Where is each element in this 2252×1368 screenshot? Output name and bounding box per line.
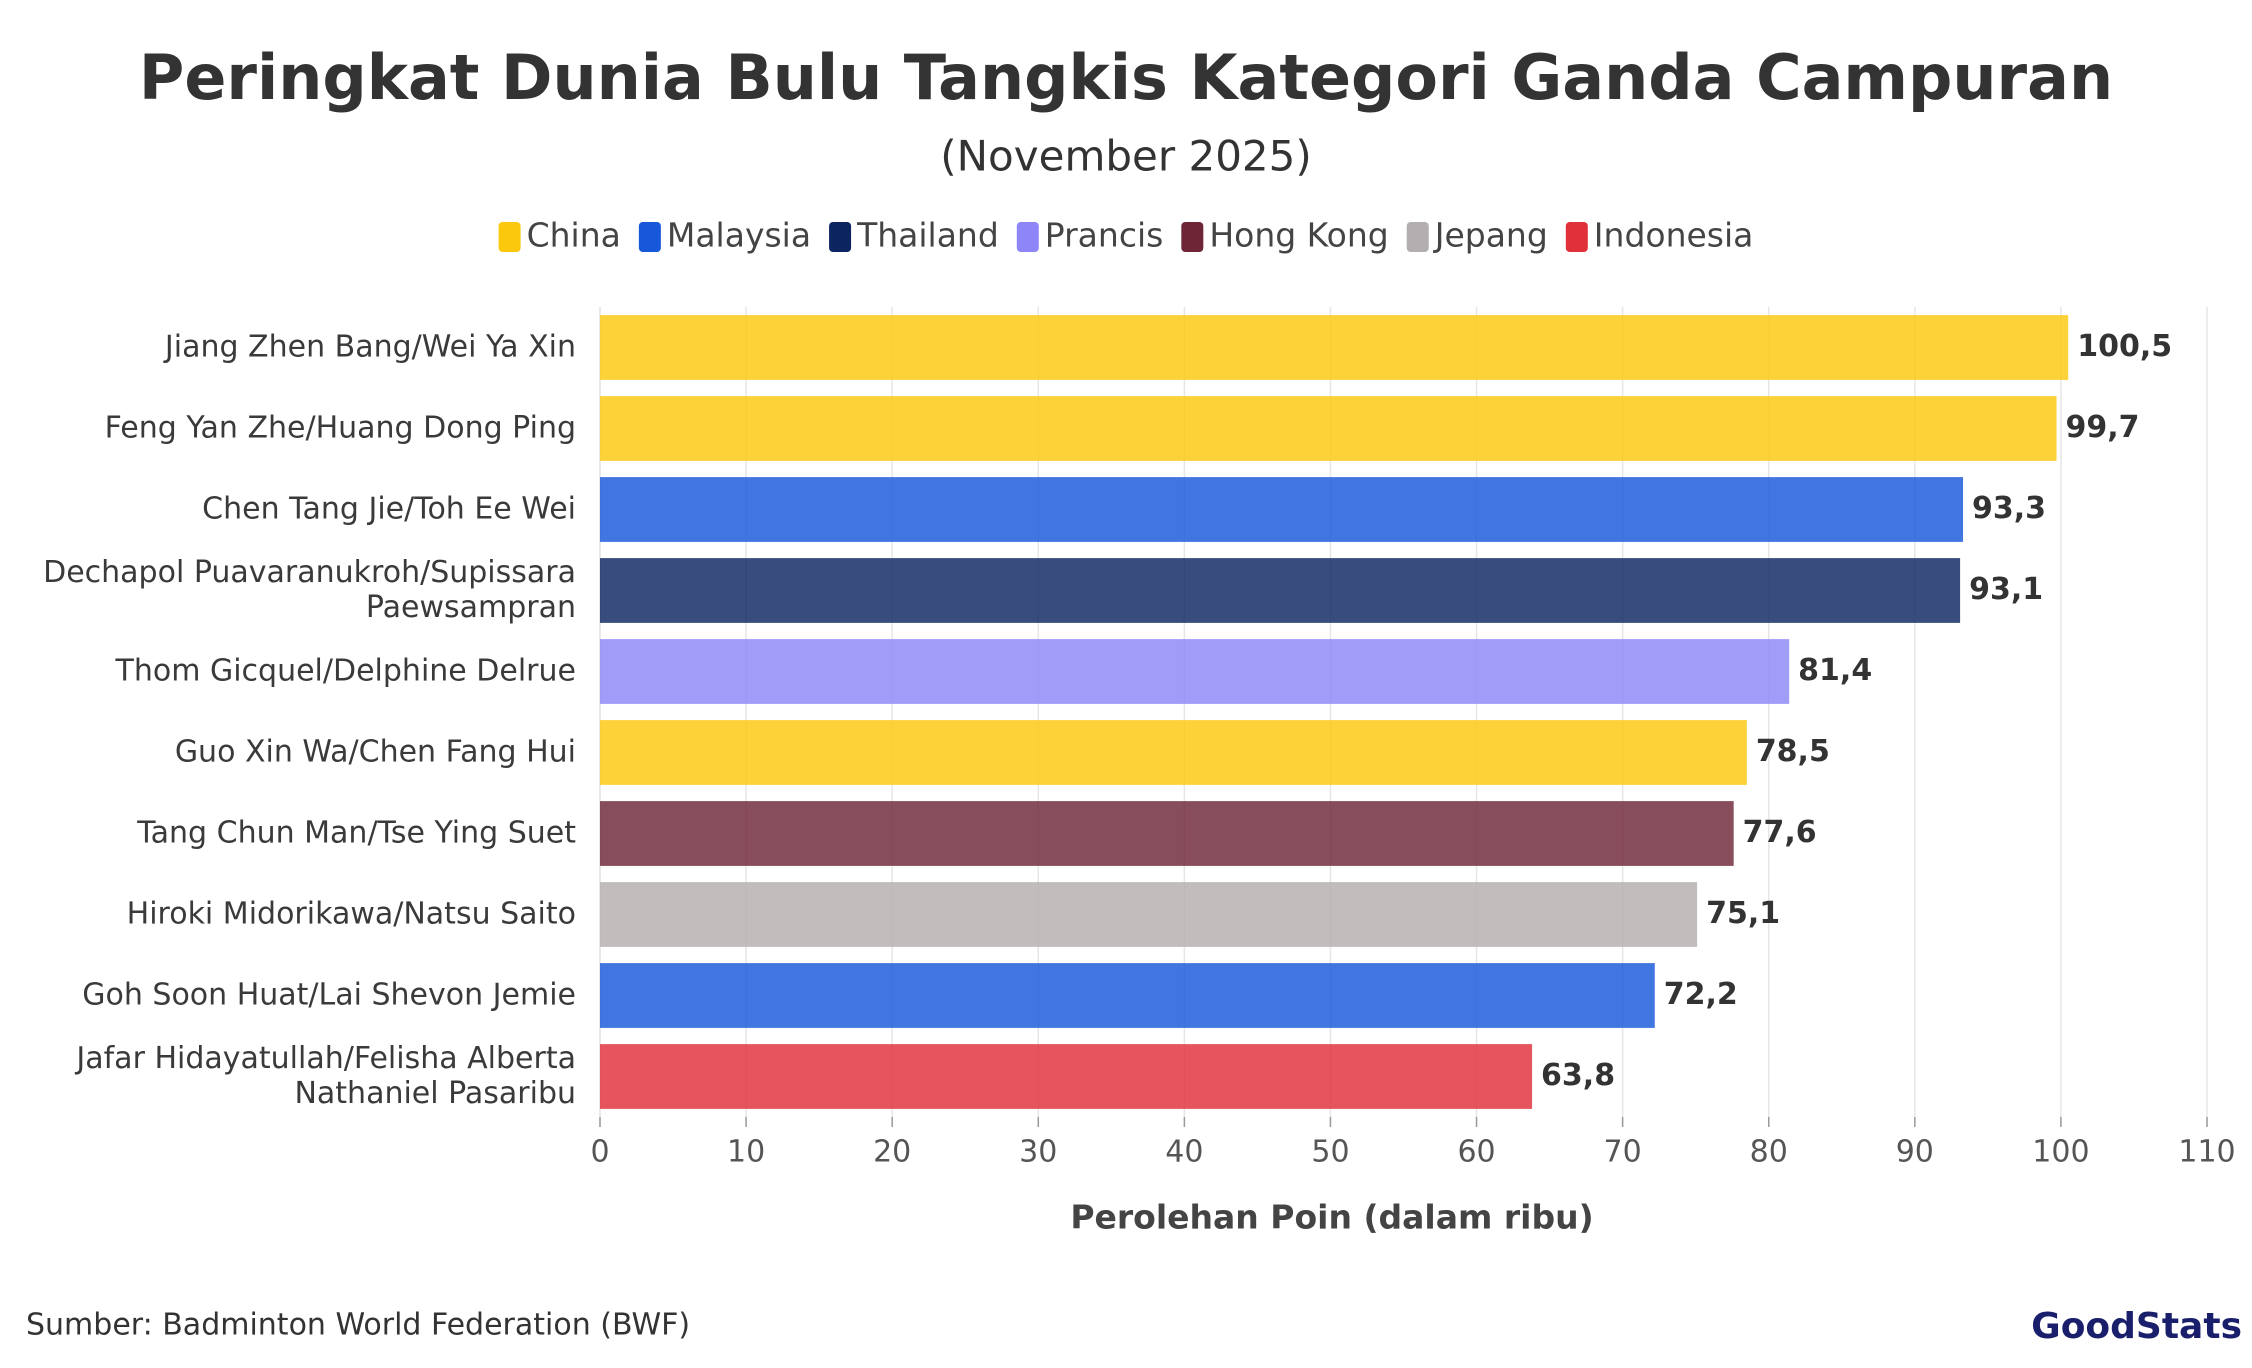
y-tick-label: Guo Xin Wa/Chen Fang Hui <box>175 734 576 769</box>
x-tick-label: 80 <box>1750 1135 1788 1170</box>
value-label: 78,5 <box>1756 734 1830 769</box>
y-tick-label: Thom Gicquel/Delphine Delrue <box>115 653 576 688</box>
x-tick-label: 30 <box>1019 1135 1057 1170</box>
bar <box>600 639 1790 704</box>
y-tick-label: Feng Yan Zhe/Huang Dong Ping <box>105 410 576 445</box>
value-label: 81,4 <box>1798 653 1872 688</box>
bar <box>600 396 2057 461</box>
chart-subtitle: (November 2025) <box>940 132 1312 181</box>
y-tick-label: Dechapol Puavaranukroh/Supissara Paewsamp… <box>43 555 576 625</box>
legend-label: Prancis <box>1045 216 1164 255</box>
y-tick-label: Tang Chun Man/Tse Ying Suet <box>136 815 576 850</box>
legend-label: Hong Kong <box>1209 216 1388 255</box>
legend-swatch <box>1565 222 1588 252</box>
logo: GoodStats <box>2031 1306 2242 1347</box>
x-tick-label: 60 <box>1457 1135 1495 1170</box>
legend-swatch <box>829 222 852 252</box>
y-tick-label: Jafar Hidayatullah/Felisha Alberta Nathan… <box>74 1041 576 1111</box>
legend-swatch <box>1406 222 1429 252</box>
legend-swatch <box>1016 222 1039 252</box>
y-tick-label: Chen Tang Jie/Toh Ee Wei <box>202 491 576 526</box>
legend-label: China <box>527 216 621 255</box>
bar <box>600 720 1747 785</box>
x-tick-label: 20 <box>873 1135 911 1170</box>
bar <box>600 963 1655 1028</box>
bar <box>600 558 1961 623</box>
y-tick-label: Jiang Zhen Bang/Wei Ya Xin <box>163 329 576 364</box>
x-tick-label: 0 <box>590 1135 609 1170</box>
value-label: 72,2 <box>1664 977 1738 1012</box>
x-tick-label: 50 <box>1311 1135 1349 1170</box>
bar <box>600 477 1964 542</box>
x-tick-label: 70 <box>1604 1135 1642 1170</box>
bar <box>600 315 2069 380</box>
legend-swatch <box>498 222 521 252</box>
legend-label: Malaysia <box>667 216 811 255</box>
y-tick-label: Hiroki Midorikawa/Natsu Saito <box>127 896 576 931</box>
x-tick-label: 10 <box>727 1135 765 1170</box>
value-label: 93,1 <box>1969 572 2043 607</box>
bar <box>600 882 1698 947</box>
legend-label: Jepang <box>1433 216 1548 255</box>
y-tick-label: Goh Soon Huat/Lai Shevon Jemie <box>82 977 576 1012</box>
x-tick-label: 110 <box>2178 1135 2235 1170</box>
value-label: 100,5 <box>2077 329 2172 364</box>
bar <box>600 801 1734 866</box>
value-label: 75,1 <box>1706 896 1780 931</box>
legend: China Malaysia Thailand Prancis Hong Kong Jep… <box>498 216 1754 255</box>
legend-swatch <box>638 222 661 252</box>
legend-swatch <box>1181 222 1204 252</box>
x-tick-label: 90 <box>1896 1135 1934 1170</box>
value-label: 63,8 <box>1541 1058 1615 1093</box>
x-axis-title: Perolehan Poin (dalam ribu) <box>1070 1198 1593 1237</box>
value-label: 77,6 <box>1743 815 1817 850</box>
legend-label: Thailand <box>856 216 999 255</box>
x-tick-label: 100 <box>2032 1135 2089 1170</box>
source-note: Sumber: Badminton World Federation (BWF) <box>26 1308 690 1343</box>
value-label: 99,7 <box>2066 410 2140 445</box>
x-tick-label: 40 <box>1165 1135 1203 1170</box>
value-label: 93,3 <box>1972 491 2046 526</box>
bar <box>600 1044 1533 1109</box>
chart-title: Peringkat Dunia Bulu Tangkis Kategori Ga… <box>139 41 2113 114</box>
legend-label: Indonesia <box>1594 216 1754 255</box>
